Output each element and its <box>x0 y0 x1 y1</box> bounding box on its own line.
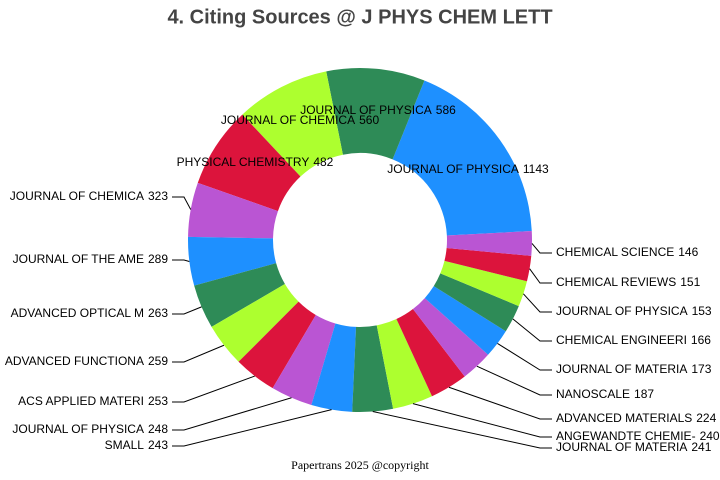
leader-line <box>412 403 552 438</box>
slice <box>326 68 425 160</box>
slice <box>396 309 465 397</box>
slice <box>424 286 506 355</box>
label-value: 224 <box>696 411 716 425</box>
data-label: CHEMICAL ENGINEERI 166 <box>556 333 711 347</box>
slice <box>238 301 316 389</box>
slice <box>311 323 357 412</box>
label-value: 253 <box>148 394 168 408</box>
slice <box>433 273 519 332</box>
label-name: JOURNAL OF PHYSICA <box>387 162 519 176</box>
leader-line <box>172 196 192 210</box>
slice <box>188 182 278 239</box>
label-name: JOURNAL OF MATERIA <box>556 362 687 376</box>
label-name: PHYSICAL CHEMISTRY <box>177 155 310 169</box>
leader-line <box>448 386 552 420</box>
data-label: CHEMICAL SCIENCE 146 <box>556 245 699 259</box>
label-value: 243 <box>148 438 168 452</box>
slice <box>446 230 532 256</box>
footer: Papertrans 2025 @copyright <box>291 458 429 472</box>
label-value: 482 <box>313 155 333 169</box>
label-value: 241 <box>691 440 711 454</box>
leader-line <box>172 375 255 403</box>
label-value: 173 <box>691 362 711 376</box>
label-value: 187 <box>634 387 654 401</box>
label-name: JOURNAL OF PHYSICA <box>556 304 688 318</box>
data-label: JOURNAL OF MATERIA 173 <box>556 362 712 376</box>
data-label: JOURNAL OF CHEMICA 323 <box>10 189 169 203</box>
leader-line <box>172 259 190 262</box>
data-label: ADVANCED MATERIALS 224 <box>556 411 717 425</box>
label-name: JOURNAL OF CHEMICA <box>221 113 355 127</box>
slice <box>376 319 433 409</box>
label-name: CHEMICAL ENGINEERI <box>556 333 687 347</box>
chart-title: 4. Citing Sources @ J PHYS CHEM LETT <box>167 6 552 28</box>
data-label: ADVANCED OPTICAL M 263 <box>11 306 169 320</box>
label-name: JOURNAL OF CHEMICA <box>10 189 144 203</box>
label-name: CHEMICAL REVIEWS <box>556 275 676 289</box>
data-label: JOURNAL OF THE AME 289 <box>13 252 169 266</box>
slice <box>194 263 285 327</box>
label-value: 146 <box>678 245 698 259</box>
leader-line <box>522 293 552 313</box>
leader-line <box>172 344 225 363</box>
label-name: JOURNAL OF PHYSICA <box>300 103 432 117</box>
slice <box>392 80 532 236</box>
label-value: 323 <box>148 189 168 203</box>
label-name: CHEMICAL SCIENCE <box>556 245 674 259</box>
label-value: 1143 <box>523 162 549 176</box>
label-name: JOURNAL OF PHYSICA <box>12 422 144 436</box>
data-label: ANGEWANDTE CHEMIE- 240 <box>556 429 720 443</box>
data-label: JOURNAL OF CHEMICA 560 <box>221 113 380 127</box>
leader-line <box>497 342 552 371</box>
slice <box>352 325 394 412</box>
label-name: ADVANCED MATERIALS <box>556 411 692 425</box>
label-value: 151 <box>680 275 700 289</box>
label-name: NANOSCALE <box>556 387 630 401</box>
data-label: CHEMICAL REVIEWS 151 <box>556 275 701 289</box>
slice <box>272 314 336 405</box>
label-value: 166 <box>691 333 711 347</box>
label-value: 248 <box>148 422 168 436</box>
label-name: ADVANCED FUNCTIONA <box>5 354 144 368</box>
data-label: ADVANCED FUNCTIONA 259 <box>5 354 168 368</box>
slice <box>197 114 301 212</box>
label-name: SMALL <box>105 438 145 452</box>
leader-line <box>172 397 292 431</box>
data-label: JOURNAL OF PHYSICA 153 <box>556 304 712 318</box>
slice <box>187 236 277 286</box>
slice <box>211 283 299 362</box>
label-value: 560 <box>359 113 379 127</box>
label-value: 263 <box>148 306 168 320</box>
leader-line <box>172 306 202 315</box>
leader-line <box>476 365 552 396</box>
leader-line <box>531 243 552 254</box>
data-label: NANOSCALE 187 <box>556 387 654 401</box>
slice <box>242 71 343 177</box>
label-name: JOURNAL OF MATERIA <box>556 440 687 454</box>
leader-line <box>512 318 552 342</box>
label-value: 153 <box>692 304 712 318</box>
data-label: SMALL 243 <box>105 438 169 452</box>
slice <box>440 260 527 307</box>
label-name: ACS APPLIED MATERI <box>18 394 144 408</box>
leader-line <box>372 411 552 449</box>
label-value: 586 <box>436 103 456 117</box>
label-name: JOURNAL OF THE AME <box>13 252 144 266</box>
data-label: JOURNAL OF PHYSICA 1143 <box>387 162 549 176</box>
data-label: ACS APPLIED MATERI 253 <box>18 394 168 408</box>
label-value: 289 <box>148 252 168 266</box>
leader-line <box>172 409 332 447</box>
slice <box>412 298 489 377</box>
data-label: JOURNAL OF PHYSICA 586 <box>300 103 456 117</box>
data-label: PHYSICAL CHEMISTRY 482 <box>177 155 334 169</box>
slice <box>444 248 532 282</box>
label-value: 240 <box>700 429 720 443</box>
label-value: 259 <box>148 354 168 368</box>
leader-line <box>529 268 552 284</box>
data-label: JOURNAL OF MATERIA 241 <box>556 440 712 454</box>
label-name: ANGEWANDTE CHEMIE- <box>556 429 696 443</box>
data-label: JOURNAL OF PHYSICA 248 <box>12 422 168 436</box>
label-name: ADVANCED OPTICAL M <box>11 306 144 320</box>
